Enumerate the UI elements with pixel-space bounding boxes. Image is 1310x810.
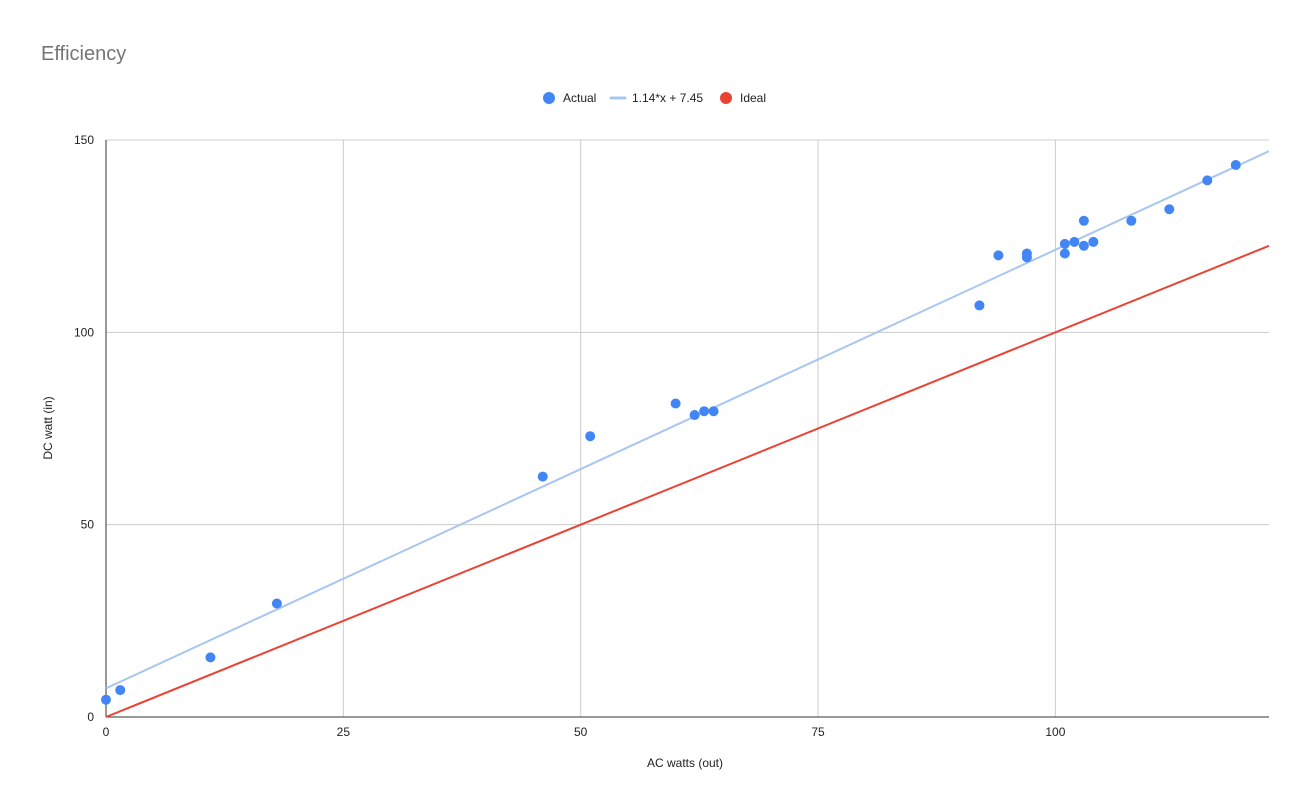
legend-item-ideal[interactable]: Ideal <box>720 91 766 105</box>
data-point[interactable] <box>1021 252 1032 263</box>
data-point[interactable] <box>699 406 710 417</box>
data-point[interactable] <box>205 652 216 663</box>
chart-title: Efficiency <box>41 43 126 65</box>
data-point[interactable] <box>1126 215 1137 226</box>
data-point[interactable] <box>670 398 681 409</box>
legend-label-ideal: Ideal <box>740 91 766 105</box>
data-point[interactable] <box>1078 215 1089 226</box>
ideal-line <box>105 244 1270 718</box>
legend-item-trendline[interactable]: 1.14*x + 7.45 <box>609 91 703 105</box>
data-point[interactable] <box>1069 236 1080 247</box>
y-tick-label: 0 <box>87 710 94 724</box>
data-point[interactable] <box>115 685 126 696</box>
legend-swatch-ideal <box>720 92 732 104</box>
data-point[interactable] <box>1202 175 1213 186</box>
x-tick-label: 50 <box>574 725 588 739</box>
data-point[interactable] <box>708 406 719 417</box>
legend-label-trendline: 1.14*x + 7.45 <box>632 91 703 105</box>
data-point[interactable] <box>537 471 548 482</box>
y-tick-label: 100 <box>74 325 94 339</box>
data-point[interactable] <box>1230 160 1241 171</box>
data-point[interactable] <box>974 300 985 311</box>
data-point[interactable] <box>101 694 111 705</box>
plot-area: 0 50 100 150 0 25 50 75 100 <box>74 133 1270 739</box>
data-point[interactable] <box>271 598 282 609</box>
legend-swatch-actual <box>543 92 555 104</box>
data-point[interactable] <box>993 250 1004 261</box>
y-tick-label: 50 <box>81 518 95 532</box>
y-axis-label: DC watt (in) <box>41 396 55 459</box>
x-tick-label: 75 <box>811 725 825 739</box>
legend-item-actual[interactable]: Actual <box>543 91 596 105</box>
trendline <box>105 150 1270 690</box>
data-point[interactable] <box>689 410 700 421</box>
x-tick-label: 0 <box>103 725 110 739</box>
x-tick-label: 100 <box>1045 725 1065 739</box>
data-point[interactable] <box>1059 238 1070 249</box>
legend-label-actual: Actual <box>563 91 596 105</box>
legend: Actual 1.14*x + 7.45 Ideal <box>543 91 766 105</box>
data-point[interactable] <box>585 431 596 442</box>
data-point[interactable] <box>1059 248 1070 259</box>
x-axis-label: AC watts (out) <box>647 756 723 770</box>
data-point[interactable] <box>1078 240 1089 251</box>
x-tick-label: 25 <box>337 725 351 739</box>
data-point[interactable] <box>1164 204 1175 215</box>
y-tick-label: 150 <box>74 133 94 147</box>
data-point[interactable] <box>1088 236 1099 247</box>
